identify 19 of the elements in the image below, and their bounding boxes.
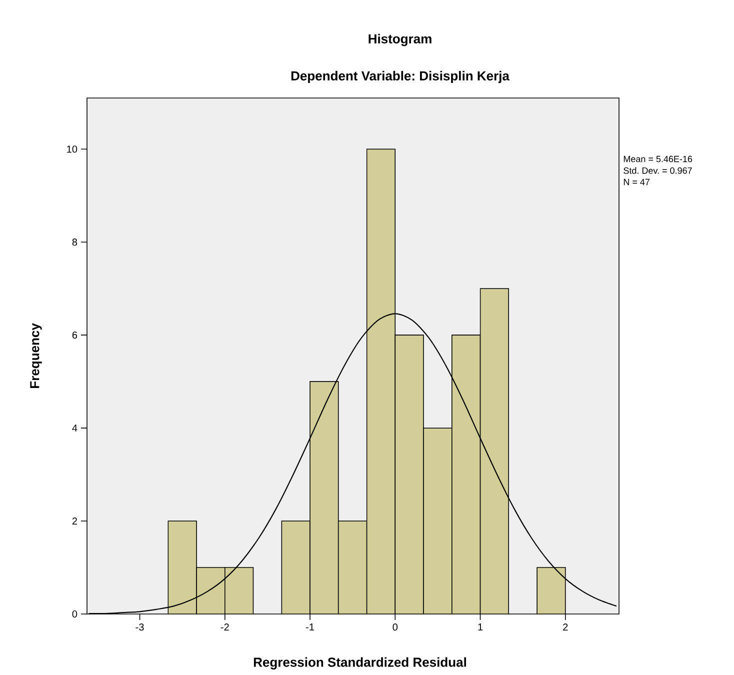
y-tick-label: 8 xyxy=(72,238,78,246)
y-axis-title: Frequency xyxy=(30,323,42,388)
y-tick-label: 4 xyxy=(72,424,78,432)
x-tick-label: 1 xyxy=(478,624,483,630)
x-tick-label: -2 xyxy=(220,624,229,630)
y-tick-label: 10 xyxy=(67,146,78,153)
text: Mean = 5.46E-16 xyxy=(624,156,692,162)
x-tick-label: -1 xyxy=(306,624,314,630)
x-tick-label: 2 xyxy=(563,624,568,630)
y-tick-label: 6 xyxy=(72,332,78,339)
x-tick-label: 0 xyxy=(392,624,398,631)
text: N = 47 xyxy=(624,178,650,186)
y-tick-label: 2 xyxy=(72,518,77,525)
chart-subtitle: Dependent Variable: Disisplin Kerja xyxy=(291,70,510,84)
text: Std. Dev. = 0.967 xyxy=(624,167,692,174)
x-tick-label: -3 xyxy=(136,624,144,631)
chart-title: Histogram xyxy=(368,34,432,46)
x-axis-title: Regression Standardized Residual xyxy=(254,657,466,670)
y-tick-label: 0 xyxy=(72,610,78,618)
